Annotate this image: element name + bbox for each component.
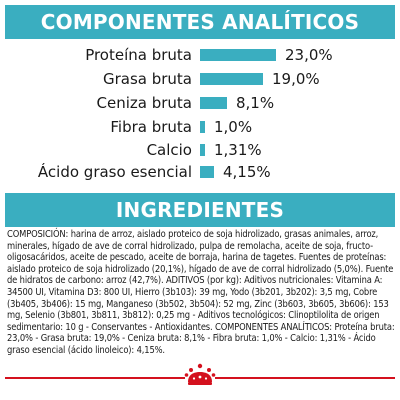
- analysis-bar: [200, 121, 205, 133]
- ingredients-text: COMPOSICIÓN: harina de arroz, aislado pr…: [7, 229, 395, 357]
- components-header: COMPONENTES ANALÍTICOS: [5, 5, 395, 39]
- analysis-value: 4,15%: [223, 163, 271, 181]
- analysis-bar: [200, 97, 227, 109]
- analysis-value: 1,31%: [214, 141, 262, 159]
- analysis-value: 1,0%: [214, 118, 253, 136]
- analysis-label: Grasa bruta: [102, 70, 192, 88]
- analysis-label: Calcio: [146, 141, 192, 159]
- analysis-value: 19,0%: [272, 70, 320, 88]
- ingredients-header: INGREDIENTES: [5, 193, 395, 227]
- analysis-label: Ceniza bruta: [96, 94, 192, 112]
- analysis-bar: [200, 49, 276, 61]
- analysis-value: 8,1%: [236, 94, 275, 112]
- analysis-bar: [200, 144, 205, 156]
- analysis-label: Ácido graso esencial: [37, 163, 192, 181]
- analysis-row: Ceniza bruta 8,1%: [0, 92, 400, 114]
- analysis-bar: [200, 166, 214, 178]
- analysis-row: Grasa bruta 19,0%: [0, 68, 400, 90]
- analysis-bar: [200, 73, 263, 85]
- ingredients-paragraph: COMPOSICIÓN: harina de arroz, aislado pr…: [7, 229, 395, 356]
- analysis-value: 23,0%: [285, 46, 333, 64]
- analysis-row: Proteína bruta 23,0%: [0, 44, 400, 66]
- analysis-label: Fibra bruta: [110, 118, 192, 136]
- footer-divider-left: [5, 377, 185, 379]
- analysis-row: Fibra bruta 1,0%: [0, 116, 400, 138]
- footer-divider-right: [215, 377, 395, 379]
- analysis-row: Ácido graso esencial 4,15%: [0, 161, 400, 183]
- crown-logo-icon: [184, 363, 216, 385]
- analysis-label: Proteína bruta: [85, 46, 192, 64]
- analysis-row: Calcio 1,31%: [0, 139, 400, 161]
